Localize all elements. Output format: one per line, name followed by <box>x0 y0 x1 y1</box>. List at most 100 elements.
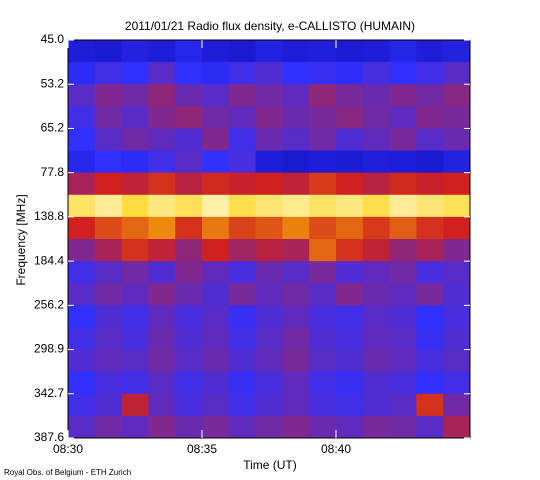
cell <box>202 128 230 152</box>
cell <box>148 194 176 218</box>
cell <box>68 327 96 351</box>
y-tick-label: 387.6 <box>34 430 64 444</box>
cell <box>443 371 471 395</box>
cell <box>68 349 96 373</box>
cell <box>202 62 230 85</box>
cell <box>443 84 471 107</box>
cell <box>282 415 310 439</box>
cell <box>175 371 203 395</box>
cell <box>228 305 257 328</box>
cell <box>202 40 230 63</box>
cell <box>336 150 364 174</box>
cell <box>416 305 444 328</box>
cell <box>309 84 337 107</box>
cell <box>336 216 364 240</box>
y-tick-label: 77.8 <box>41 165 65 179</box>
cell <box>389 150 417 174</box>
cell <box>336 283 364 306</box>
cell <box>228 150 257 174</box>
cell <box>389 415 417 439</box>
cell <box>389 283 417 306</box>
cell <box>255 283 283 306</box>
cell <box>68 216 96 240</box>
cell <box>416 239 444 262</box>
cell <box>148 150 176 174</box>
cell <box>255 62 283 85</box>
cell <box>443 62 471 85</box>
cell <box>94 194 123 218</box>
cell <box>362 62 391 85</box>
cell <box>68 415 96 439</box>
cell <box>282 62 310 85</box>
cell <box>309 393 337 417</box>
cell <box>121 216 149 240</box>
cell <box>228 106 257 129</box>
cell <box>416 283 444 306</box>
cell <box>68 84 96 107</box>
cell <box>362 305 391 328</box>
cell <box>94 327 123 351</box>
cell <box>362 172 391 196</box>
cell <box>443 349 471 373</box>
cell <box>389 327 417 351</box>
cell <box>228 216 257 240</box>
cell <box>336 172 364 196</box>
cell <box>121 349 149 373</box>
y-tick-label: 53.2 <box>41 76 65 90</box>
cell <box>362 40 391 63</box>
cell <box>148 327 176 351</box>
cell <box>94 150 123 174</box>
cell <box>148 128 176 152</box>
cell <box>389 371 417 395</box>
cell <box>336 239 364 262</box>
cell <box>336 128 364 152</box>
cell <box>336 371 364 395</box>
cell <box>68 62 96 85</box>
y-tick-label: 256.2 <box>34 298 64 312</box>
cell <box>228 393 257 417</box>
cell <box>121 106 149 129</box>
cell <box>175 415 203 439</box>
cell <box>121 283 149 306</box>
cell <box>416 327 444 351</box>
cell <box>68 393 96 417</box>
cell <box>443 393 471 417</box>
cell <box>228 327 257 351</box>
cell <box>121 261 149 284</box>
cell <box>362 239 391 262</box>
cell <box>202 371 230 395</box>
cell <box>309 283 337 306</box>
cell <box>202 172 230 196</box>
cell <box>309 40 337 63</box>
cell <box>94 84 123 107</box>
cell <box>94 62 123 85</box>
cell <box>148 371 176 395</box>
cell <box>389 40 417 63</box>
cell <box>148 62 176 85</box>
cell <box>389 393 417 417</box>
cell <box>121 84 149 107</box>
heatmap <box>68 40 471 439</box>
cell <box>94 216 123 240</box>
plot-frame <box>67 39 471 439</box>
cell <box>389 216 417 240</box>
cell <box>443 106 471 129</box>
cell <box>389 194 417 218</box>
cell <box>416 216 444 240</box>
cell <box>94 239 123 262</box>
cell <box>389 128 417 152</box>
cell <box>309 172 337 196</box>
cell <box>148 239 176 262</box>
cell <box>255 239 283 262</box>
credit: Royal Obs. of Belgium - ETH Zurich <box>4 468 131 477</box>
cell <box>416 393 444 417</box>
cell <box>416 106 444 129</box>
cell <box>362 261 391 284</box>
cell <box>282 84 310 107</box>
cell <box>175 283 203 306</box>
cell <box>148 349 176 373</box>
cell <box>443 40 471 63</box>
cell <box>94 371 123 395</box>
y-tick-label: 138.8 <box>34 209 64 223</box>
cell <box>228 194 257 218</box>
